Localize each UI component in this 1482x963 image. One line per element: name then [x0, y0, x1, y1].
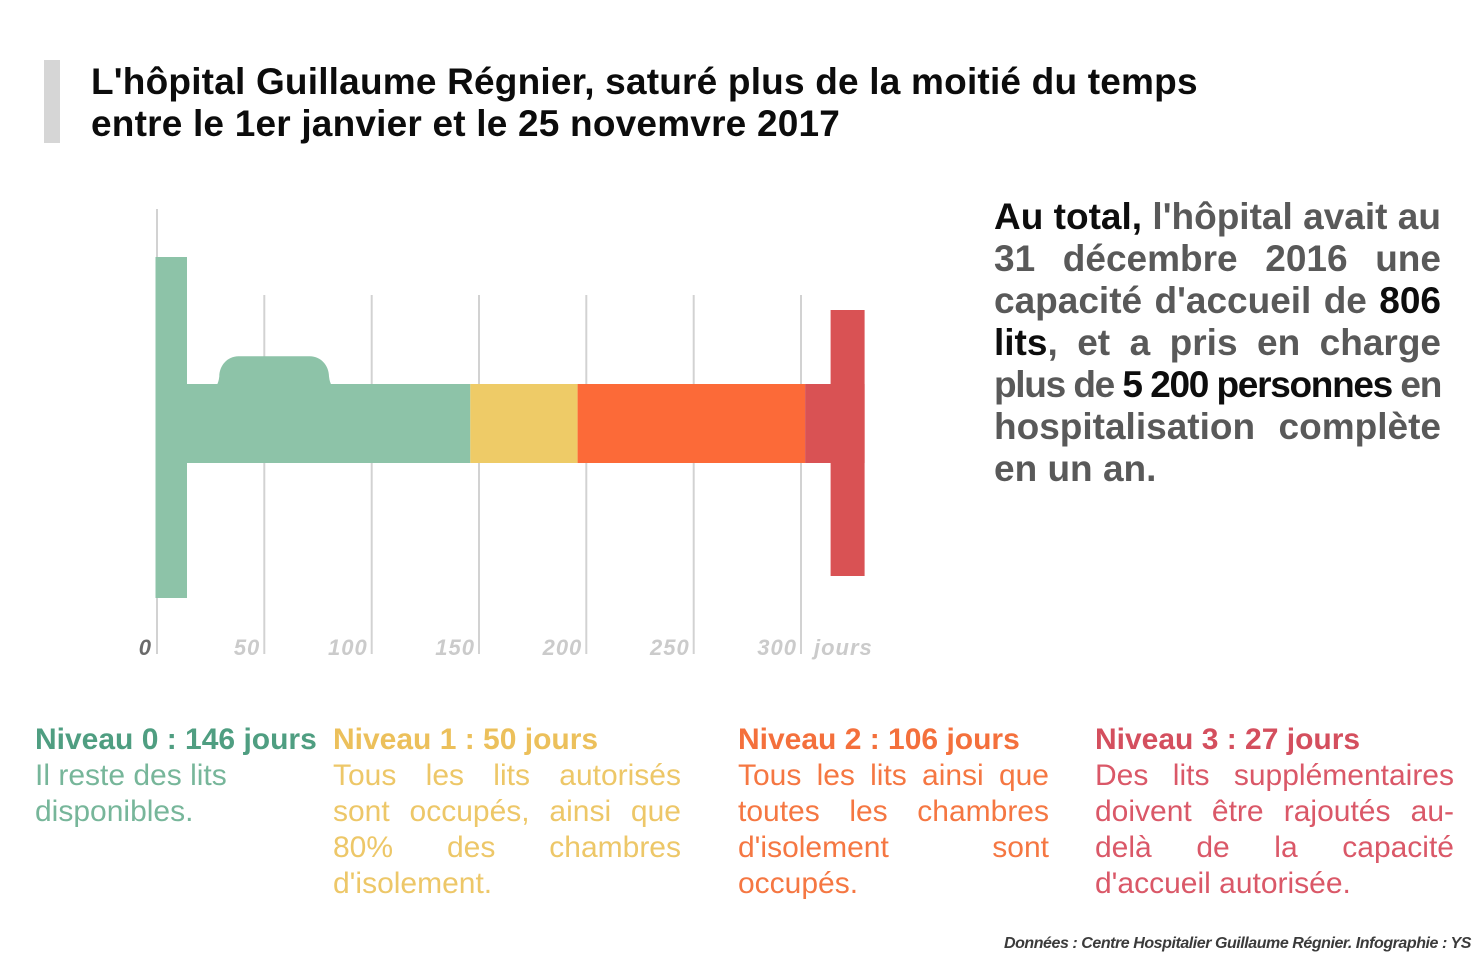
- svg-text:250: 250: [649, 635, 690, 660]
- svg-text:50: 50: [234, 635, 260, 660]
- svg-text:jours: jours: [811, 635, 873, 660]
- svg-text:100: 100: [328, 635, 368, 660]
- svg-text:150: 150: [435, 635, 475, 660]
- svg-text:200: 200: [542, 635, 583, 660]
- svg-text:0: 0: [139, 635, 152, 660]
- svg-text:300: 300: [757, 635, 797, 660]
